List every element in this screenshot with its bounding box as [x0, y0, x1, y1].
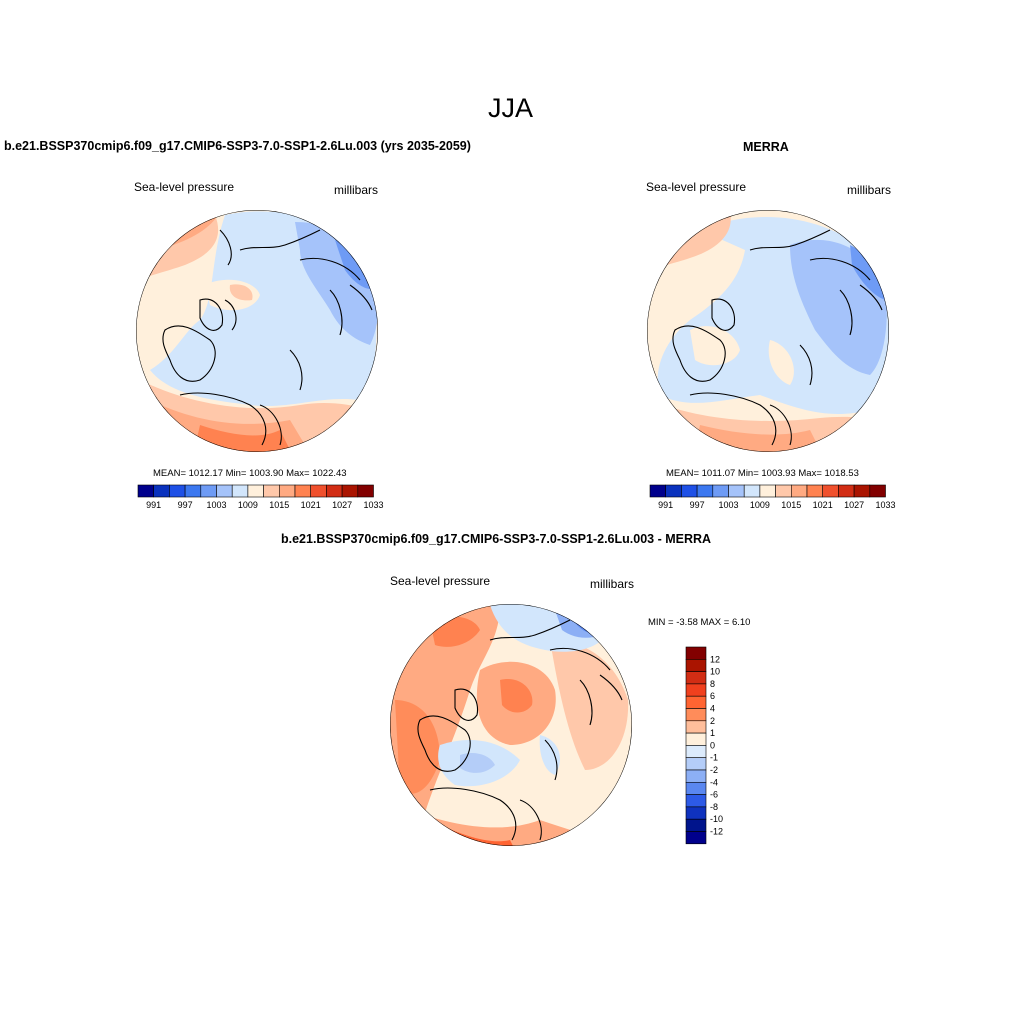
panel-unit-label-model: millibars [334, 183, 379, 197]
polar-map-diff [390, 604, 632, 846]
colorbar-obs-tick-label: 1009 [750, 500, 770, 510]
colorbar-diff-tick-label: -4 [710, 777, 718, 787]
colorbar-obs-swatch [838, 484, 855, 498]
colorbar-diff-swatch [685, 695, 707, 709]
colorbar-diff-swatch [685, 757, 707, 771]
colorbar-diff-swatch [685, 781, 707, 795]
colorbar-model-swatch [341, 484, 359, 498]
colorbar-diff-swatch [685, 769, 707, 783]
colorbar-model-tick-label: 1003 [206, 500, 226, 510]
colorbar-obs-swatch [665, 484, 682, 498]
colorbar-model-swatch [247, 484, 264, 498]
colorbar-diff-tick-label: -1 [710, 753, 718, 763]
colorbar-obs-swatch [712, 484, 729, 498]
colorbar-obs-swatch [822, 484, 839, 498]
colorbar-model-tick-label: 991 [146, 500, 161, 510]
panel-unit-label-obs: millibars [847, 183, 892, 197]
colorbar-model-swatch [169, 484, 186, 498]
panel-left-label-model: Sea-level pressure [134, 180, 235, 194]
colorbar-model-swatch [137, 484, 154, 498]
colorbar-model-swatch [263, 484, 280, 498]
colorbar-model-swatch [294, 484, 311, 498]
colorbar-model-swatch [153, 484, 170, 498]
colorbar-obs-tick-label: 997 [690, 500, 705, 510]
colorbar-diff-swatch [685, 806, 707, 820]
colorbar-obs-tick-label: 1003 [718, 500, 738, 510]
colorbar-model-tick-label: 1033 [363, 500, 383, 510]
panel-stats-diff: MIN = -3.58 MAX = 6.10 [648, 617, 751, 628]
colorbar-diff-swatch [685, 708, 707, 722]
colorbar-diff-tick-label: -2 [710, 765, 718, 775]
colorbar-diff-tick-label: 6 [710, 691, 715, 701]
colorbar-diff-swatch [685, 745, 707, 759]
colorbar-diff-swatch [685, 658, 707, 672]
colorbar-diff-tick-label: -12 [710, 827, 723, 837]
colorbar-diff-swatch [685, 720, 707, 734]
colorbar-diff-swatch [685, 683, 707, 697]
polar-map-model [136, 210, 378, 452]
colorbar-diff-tick-label: -8 [710, 802, 718, 812]
colorbar-diff-swatch [685, 794, 707, 808]
panel-title-obs: MERRA [743, 140, 789, 154]
colorbar-diff-tick-label: 12 [710, 654, 720, 664]
panel-left-label-diff: Sea-level pressure [390, 574, 491, 588]
colorbar-obs-swatch [759, 484, 776, 498]
colorbar-obs-swatch [728, 484, 745, 498]
panel-title-model: b.e21.BSSP370cmip6.f09_g17.CMIP6-SSP3-7.… [4, 139, 471, 153]
colorbar-obs-swatch [649, 484, 666, 498]
colorbar-diff-swatch [685, 671, 707, 685]
colorbar-model-swatch [310, 484, 327, 498]
colorbar-obs: 991 997 1003 1009 1015 1021 1027 1033 [649, 484, 896, 510]
colorbar-model-tick-label: 1015 [269, 500, 289, 510]
polar-map-obs [647, 210, 889, 452]
colorbar-diff-swatch [685, 732, 707, 746]
colorbar-model-swatch [216, 484, 233, 498]
colorbar-model-tick-label: 997 [178, 500, 193, 510]
colorbar-diff-tick-label: 8 [710, 679, 715, 689]
colorbar-model-swatch [231, 484, 249, 498]
colorbar-diff-tick-label: 0 [710, 740, 715, 750]
colorbar-model-swatch [357, 484, 374, 498]
colorbar-obs-swatch [806, 484, 823, 498]
colorbar-diff-tick-label: -10 [710, 814, 723, 824]
colorbar-diff-swatch [685, 831, 707, 845]
colorbar-obs-tick-label: 1021 [813, 500, 833, 510]
colorbar-obs-swatch [853, 484, 871, 498]
colorbar-diff-swatch [685, 646, 707, 660]
panel-title-diff: b.e21.BSSP370cmip6.f09_g17.CMIP6-SSP3-7.… [281, 532, 712, 546]
colorbar-diff-tick-label: 1 [710, 728, 715, 738]
colorbar-model-tick-label: 1021 [301, 500, 321, 510]
colorbar-obs-tick-label: 1015 [781, 500, 801, 510]
colorbar-diff-tick-label: 4 [710, 704, 715, 714]
panel-unit-label-diff: millibars [590, 577, 635, 591]
colorbar-obs-swatch [869, 484, 886, 498]
colorbar-model-swatch [326, 484, 343, 498]
colorbar-diff-tick-label: 2 [710, 716, 715, 726]
colorbar-model-swatch [200, 484, 217, 498]
colorbar-obs-swatch [775, 484, 792, 498]
colorbar-model-tick-label: 1027 [332, 500, 352, 510]
colorbar-diff-tick-label: 10 [710, 667, 720, 677]
panel-stats-model: MEAN= 1012.17 Min= 1003.90 Max= 1022.43 [153, 468, 347, 479]
panel-stats-obs: MEAN= 1011.07 Min= 1003.93 Max= 1018.53 [666, 468, 859, 479]
colorbar-obs-tick-label: 1027 [844, 500, 864, 510]
colorbar-model-swatch [184, 484, 202, 498]
colorbar-obs-swatch [743, 484, 761, 498]
colorbar-diff-tick-label: -6 [710, 790, 718, 800]
panel-left-label-obs: Sea-level pressure [646, 180, 747, 194]
colorbar-obs-swatch [681, 484, 698, 498]
colorbar-diff-swatch [685, 818, 707, 832]
colorbar-obs-tick-label: 1033 [875, 500, 895, 510]
colorbar-obs-swatch [790, 484, 808, 498]
colorbar-model-tick-label: 1009 [238, 500, 258, 510]
colorbar-model-swatch [278, 484, 296, 498]
colorbar-model: 991 997 1003 1009 1015 1021 1027 1033 [137, 484, 384, 510]
colorbar-obs-tick-label: 991 [658, 500, 673, 510]
figure-title: JJA [488, 93, 534, 123]
colorbar-obs-swatch [696, 484, 714, 498]
